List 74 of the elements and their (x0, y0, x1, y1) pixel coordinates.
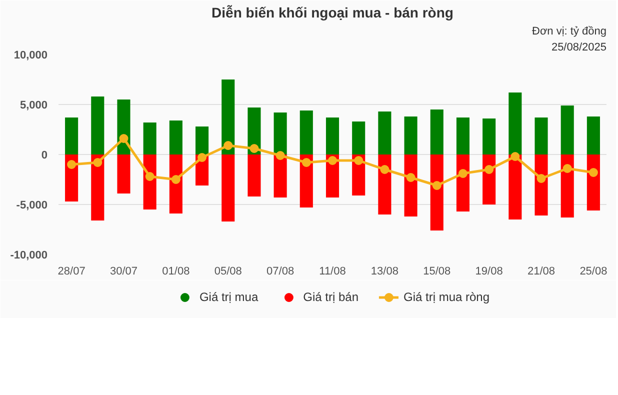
point (198, 153, 207, 162)
bar (378, 112, 392, 154)
bar (326, 118, 340, 154)
bar (404, 154, 418, 216)
bar (222, 80, 235, 154)
y-tick-label: -5,000 (16, 200, 48, 212)
bar (560, 154, 574, 218)
point (458, 169, 468, 178)
point (302, 158, 311, 167)
point (145, 172, 154, 181)
bar (404, 116, 418, 154)
point (171, 175, 180, 184)
y-tick-label: 5,000 (20, 100, 48, 112)
point (588, 168, 598, 177)
x-tick-label: 11/08 (319, 266, 346, 278)
x-tick-label: 05/08 (214, 266, 242, 278)
bar (534, 154, 548, 216)
bar (560, 106, 574, 154)
bar (482, 118, 496, 154)
x-tick-label: 01/08 (162, 266, 190, 278)
bar (274, 112, 287, 154)
bar (65, 118, 78, 154)
x-tick-label: 19/08 (475, 266, 503, 278)
bar (143, 122, 156, 154)
legend-label: Giá trị bán (303, 290, 358, 304)
bar (352, 122, 366, 154)
point (328, 156, 337, 165)
bar (117, 154, 130, 194)
point (562, 164, 572, 173)
text: 25/08/2025 (551, 42, 607, 54)
bar (456, 118, 470, 154)
bar (222, 154, 235, 222)
x-tick-label: 13/08 (370, 266, 398, 278)
y-tick-label: 10,000 (14, 50, 48, 62)
bar (196, 126, 209, 154)
point (380, 165, 390, 174)
bar (430, 154, 444, 230)
legend-label: Giá trị mua (199, 290, 258, 304)
point (484, 165, 494, 174)
point (119, 134, 128, 143)
x-tick-label: 21/08 (528, 266, 556, 278)
point (250, 144, 259, 153)
bar (248, 154, 261, 196)
bar (586, 116, 600, 154)
chart-title: Diễn biến khối ngoại mua - bán ròng (212, 4, 454, 20)
bar (91, 154, 104, 220)
bar (534, 118, 548, 154)
point (432, 181, 442, 190)
point (354, 156, 364, 165)
bar (430, 110, 444, 154)
bar (508, 92, 522, 154)
legend-label: Giá trị mua ròng (404, 290, 490, 304)
bar (586, 154, 600, 210)
x-tick-label: 15/08 (423, 266, 451, 278)
point (510, 152, 520, 161)
point (276, 151, 285, 160)
point (224, 141, 233, 150)
bar (274, 154, 287, 198)
x-tick-label: 30/07 (110, 266, 138, 278)
x-tick-label: 28/07 (58, 266, 86, 278)
point (406, 173, 416, 182)
bar (378, 154, 392, 214)
point (67, 160, 76, 169)
x-tick-label: 07/08 (266, 266, 294, 278)
bar (300, 110, 313, 154)
y-tick-label: 0 (41, 150, 48, 162)
x-tick-label: 25/08 (580, 266, 608, 278)
y-tick-label: -10,000 (10, 250, 48, 262)
point (536, 174, 546, 183)
bar (508, 154, 522, 220)
text: Đơn vị: tỷ đồng (532, 26, 607, 38)
bar (169, 120, 182, 154)
bar (91, 96, 104, 154)
point (93, 158, 102, 167)
